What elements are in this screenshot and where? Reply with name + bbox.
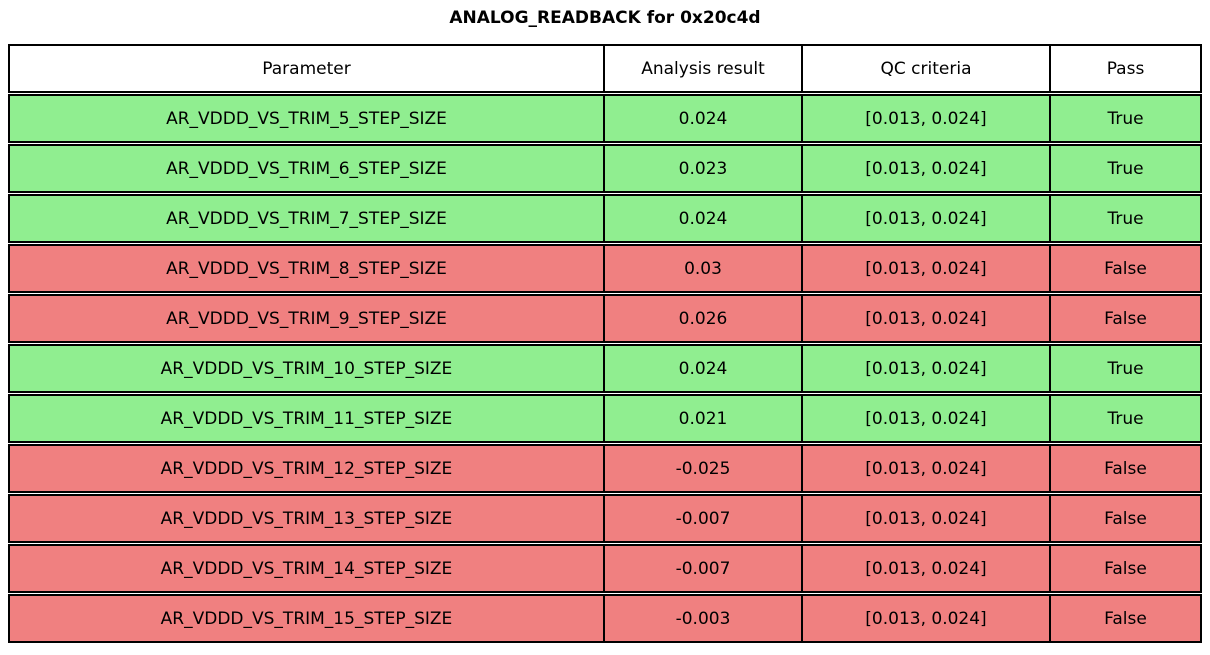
cell-parameter: AR_VDDD_VS_TRIM_15_STEP_SIZE: [8, 594, 605, 643]
qc-table: Parameter Analysis result QC criteria Pa…: [8, 44, 1202, 643]
cell-qc-criteria: [0.013, 0.024]: [801, 244, 1051, 293]
cell-pass: True: [1049, 144, 1202, 193]
table-row: AR_VDDD_VS_TRIM_5_STEP_SIZE 0.024 [0.013, …: [8, 94, 1202, 143]
table-row: AR_VDDD_VS_TRIM_8_STEP_SIZE 0.03 [0.013, 0…: [8, 244, 1202, 293]
cell-pass: True: [1049, 394, 1202, 443]
qc-table-rows: AR_VDDD_VS_TRIM_5_STEP_SIZE 0.024 [0.013, …: [8, 94, 1202, 643]
table-row: AR_VDDD_VS_TRIM_9_STEP_SIZE 0.026 [0.013, …: [8, 294, 1202, 343]
column-header-pass: Pass: [1049, 44, 1202, 93]
cell-analysis-result: 0.024: [603, 94, 803, 143]
cell-analysis-result: -0.007: [603, 494, 803, 543]
cell-pass: False: [1049, 494, 1202, 543]
table-row: AR_VDDD_VS_TRIM_11_STEP_SIZE 0.021 [0.013,…: [8, 394, 1202, 443]
cell-parameter: AR_VDDD_VS_TRIM_10_STEP_SIZE: [8, 344, 605, 393]
cell-parameter: AR_VDDD_VS_TRIM_12_STEP_SIZE: [8, 444, 605, 493]
cell-qc-criteria: [0.013, 0.024]: [801, 494, 1051, 543]
cell-qc-criteria: [0.013, 0.024]: [801, 394, 1051, 443]
cell-analysis-result: -0.025: [603, 444, 803, 493]
cell-qc-criteria: [0.013, 0.024]: [801, 344, 1051, 393]
cell-parameter: AR_VDDD_VS_TRIM_6_STEP_SIZE: [8, 144, 605, 193]
cell-analysis-result: -0.007: [603, 544, 803, 593]
cell-qc-criteria: [0.013, 0.024]: [801, 94, 1051, 143]
cell-parameter: AR_VDDD_VS_TRIM_11_STEP_SIZE: [8, 394, 605, 443]
cell-pass: False: [1049, 544, 1202, 593]
cell-pass: True: [1049, 94, 1202, 143]
cell-qc-criteria: [0.013, 0.024]: [801, 144, 1051, 193]
cell-qc-criteria: [0.013, 0.024]: [801, 444, 1051, 493]
table-row: AR_VDDD_VS_TRIM_7_STEP_SIZE 0.024 [0.013, …: [8, 194, 1202, 243]
table-row: AR_VDDD_VS_TRIM_6_STEP_SIZE 0.023 [0.013, …: [8, 144, 1202, 193]
cell-parameter: AR_VDDD_VS_TRIM_13_STEP_SIZE: [8, 494, 605, 543]
cell-qc-criteria: [0.013, 0.024]: [801, 544, 1051, 593]
cell-pass: False: [1049, 594, 1202, 643]
table-row: AR_VDDD_VS_TRIM_13_STEP_SIZE -0.007 [0.013…: [8, 494, 1202, 543]
cell-qc-criteria: [0.013, 0.024]: [801, 294, 1051, 343]
cell-analysis-result: 0.024: [603, 194, 803, 243]
cell-pass: False: [1049, 444, 1202, 493]
cell-analysis-result: 0.023: [603, 144, 803, 193]
cell-pass: False: [1049, 294, 1202, 343]
cell-parameter: AR_VDDD_VS_TRIM_14_STEP_SIZE: [8, 544, 605, 593]
column-header-parameter: Parameter: [8, 44, 605, 93]
cell-analysis-result: -0.003: [603, 594, 803, 643]
cell-parameter: AR_VDDD_VS_TRIM_9_STEP_SIZE: [8, 294, 605, 343]
cell-analysis-result: 0.021: [603, 394, 803, 443]
cell-analysis-result: 0.03: [603, 244, 803, 293]
page-title: ANALOG_READBACK for 0x20c4d: [449, 8, 761, 28]
table-row: AR_VDDD_VS_TRIM_10_STEP_SIZE 0.024 [0.013,…: [8, 344, 1202, 393]
cell-pass: True: [1049, 194, 1202, 243]
cell-parameter: AR_VDDD_VS_TRIM_5_STEP_SIZE: [8, 94, 605, 143]
cell-qc-criteria: [0.013, 0.024]: [801, 194, 1051, 243]
cell-pass: True: [1049, 344, 1202, 393]
table-row: AR_VDDD_VS_TRIM_12_STEP_SIZE -0.025 [0.013…: [8, 444, 1202, 493]
column-header-analysis-result: Analysis result: [603, 44, 803, 93]
table-row: AR_VDDD_VS_TRIM_15_STEP_SIZE -0.003 [0.013…: [8, 594, 1202, 643]
table-header-row: Parameter Analysis result QC criteria Pa…: [8, 44, 1202, 93]
cell-qc-criteria: [0.013, 0.024]: [801, 594, 1051, 643]
cell-analysis-result: 0.026: [603, 294, 803, 343]
cell-pass: False: [1049, 244, 1202, 293]
table-row: AR_VDDD_VS_TRIM_14_STEP_SIZE -0.007 [0.013…: [8, 544, 1202, 593]
cell-parameter: AR_VDDD_VS_TRIM_7_STEP_SIZE: [8, 194, 605, 243]
column-header-qc-criteria: QC criteria: [801, 44, 1051, 93]
cell-parameter: AR_VDDD_VS_TRIM_8_STEP_SIZE: [8, 244, 605, 293]
cell-analysis-result: 0.024: [603, 344, 803, 393]
